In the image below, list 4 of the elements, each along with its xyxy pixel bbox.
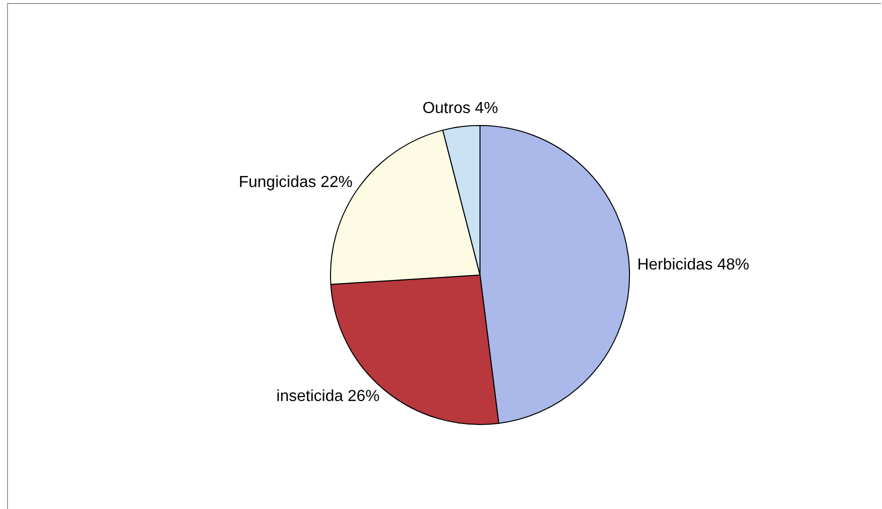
slice-label: Herbicidas 48% <box>637 256 750 274</box>
slice-label: inseticida 26% <box>276 388 380 405</box>
slice-label: Outros 4% <box>422 100 498 118</box>
slice-label: Fungicidas 22% <box>238 174 353 191</box>
